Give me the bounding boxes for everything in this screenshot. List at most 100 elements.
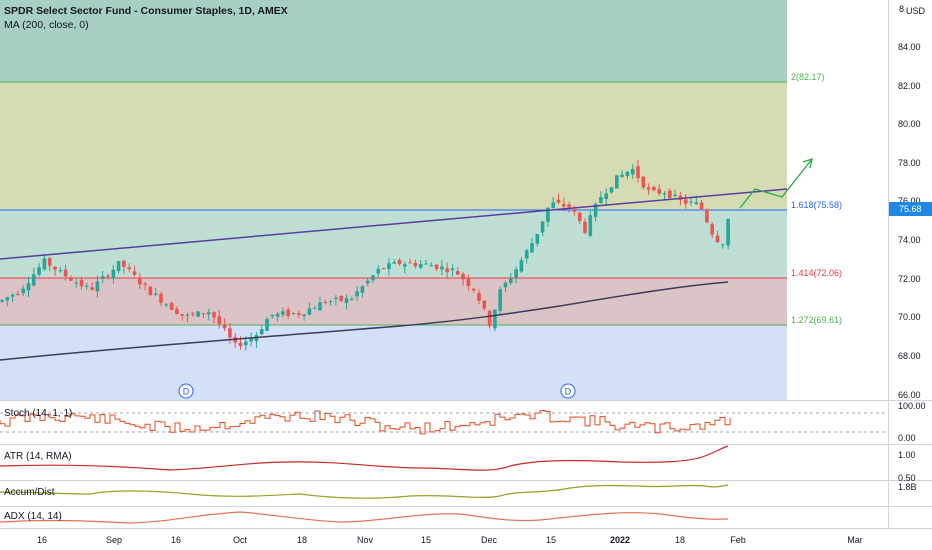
candle-body — [620, 174, 624, 177]
candle-body — [673, 194, 677, 197]
projection-path[interactable] — [739, 158, 813, 209]
candle-body — [387, 263, 391, 270]
candle-body — [397, 259, 402, 265]
candle-body — [392, 262, 396, 264]
candle-body — [609, 187, 614, 193]
stoch-line[interactable] — [0, 410, 731, 435]
candle-body — [127, 267, 131, 270]
candle-body — [58, 270, 63, 272]
candle-body — [95, 281, 100, 292]
candlestick-series[interactable] — [0, 160, 730, 351]
stoch-legend[interactable]: Stoch (14, 1, 1) — [4, 408, 73, 419]
price-axis[interactable]: 84.00 82.00 80.00 78.00 76.00 74.00 72.0… — [898, 4, 926, 400]
candle-body — [493, 309, 497, 329]
candle-body — [418, 264, 423, 268]
candle-body — [572, 209, 577, 212]
candle-body — [445, 268, 449, 273]
adx-line[interactable] — [0, 511, 729, 524]
time-label-year: 2022 — [610, 535, 630, 545]
price-tick: 82.00 — [898, 81, 921, 91]
ma-200-line[interactable] — [0, 281, 729, 361]
fib-label-1618: 1.618(75.58) — [791, 200, 842, 210]
candle-body — [710, 224, 714, 235]
candle-body — [678, 195, 683, 200]
candle-body — [551, 202, 555, 209]
candle-body — [302, 314, 306, 316]
candle-body — [228, 328, 232, 338]
price-tick-partial: 8 — [899, 4, 904, 14]
candle-body — [689, 201, 693, 203]
time-label: Mar — [847, 535, 863, 545]
candle-body — [21, 288, 25, 294]
fib-zone-2-1618 — [0, 82, 787, 210]
candle-body — [699, 202, 704, 210]
candle-body — [265, 319, 269, 331]
price-tick: 74.00 — [898, 235, 921, 245]
candle-body — [355, 291, 359, 297]
ma-legend[interactable]: MA (200, close, 0) — [4, 19, 89, 31]
fib-label-2: 2(82.17) — [791, 72, 825, 82]
currency-label[interactable]: USD — [906, 6, 926, 16]
atr-tick: 0.50 — [898, 473, 916, 483]
candle-body — [344, 298, 349, 303]
candle-body — [111, 269, 116, 279]
adx-legend[interactable]: ADX (14, 14) — [4, 511, 62, 522]
candle-body — [466, 278, 471, 286]
candle-body — [509, 278, 513, 284]
candle-body — [604, 193, 608, 200]
candle-body — [408, 262, 412, 264]
candle-body — [599, 196, 603, 204]
time-axis[interactable]: 16 Sep 16 Oct 18 Nov 15 Dec 15 2022 18 F… — [37, 535, 863, 545]
candle-body — [471, 288, 476, 291]
dividend-marker-label: D — [183, 387, 190, 397]
candle-body — [530, 243, 534, 253]
fib-zone-bottom — [0, 325, 787, 400]
atr-line[interactable] — [0, 445, 729, 471]
candle-body — [323, 302, 328, 304]
candle-body — [721, 244, 725, 246]
candle-body — [482, 300, 487, 309]
candle-body — [540, 221, 545, 233]
time-label: Dec — [481, 535, 498, 545]
time-label: Oct — [233, 535, 248, 545]
fib-zone-top — [0, 0, 787, 82]
accum-dist-line[interactable] — [0, 484, 729, 499]
candle-body — [593, 203, 598, 217]
candle-body — [583, 221, 587, 233]
candle-body — [307, 308, 312, 315]
accum-dist-legend[interactable]: Accum/Dist — [4, 487, 55, 498]
stoch-pane[interactable] — [0, 410, 888, 435]
candle-body — [5, 297, 10, 301]
candle-body — [641, 176, 646, 188]
time-label: Feb — [730, 535, 746, 545]
candle-body — [562, 203, 566, 207]
candle-body — [100, 276, 105, 279]
candle-body — [381, 268, 386, 270]
candle-body — [53, 266, 57, 270]
candle-body — [238, 342, 243, 347]
indicator-axis: 100.00 0.00 1.00 0.50 1.8B — [898, 401, 926, 492]
candle-body — [116, 261, 121, 272]
atr-legend[interactable]: ATR (14, RMA) — [4, 451, 72, 462]
candle-body — [350, 298, 354, 300]
candle-body — [577, 212, 582, 222]
dividend-marker-1[interactable]: D — [178, 383, 194, 399]
candle-body — [588, 215, 593, 236]
candle-body — [339, 295, 343, 301]
stoch-tick: 0.00 — [898, 433, 916, 443]
fib-zone-1414-1272 — [0, 278, 787, 325]
symbol-title[interactable]: SPDR Select Sector Fund - Consumer Stapl… — [4, 5, 288, 17]
candle-body — [169, 302, 174, 310]
candle-body — [201, 313, 206, 315]
price-tick: 66.00 — [898, 390, 921, 400]
dividend-marker-label: D — [565, 387, 572, 397]
candle-body — [683, 199, 688, 204]
dividend-marker-2[interactable]: D — [560, 383, 576, 399]
candle-body — [249, 338, 253, 342]
candle-body — [297, 313, 301, 315]
candle-body — [424, 263, 428, 265]
trend-line[interactable] — [0, 188, 788, 260]
candle-body — [535, 233, 540, 244]
time-label: 16 — [171, 535, 181, 545]
